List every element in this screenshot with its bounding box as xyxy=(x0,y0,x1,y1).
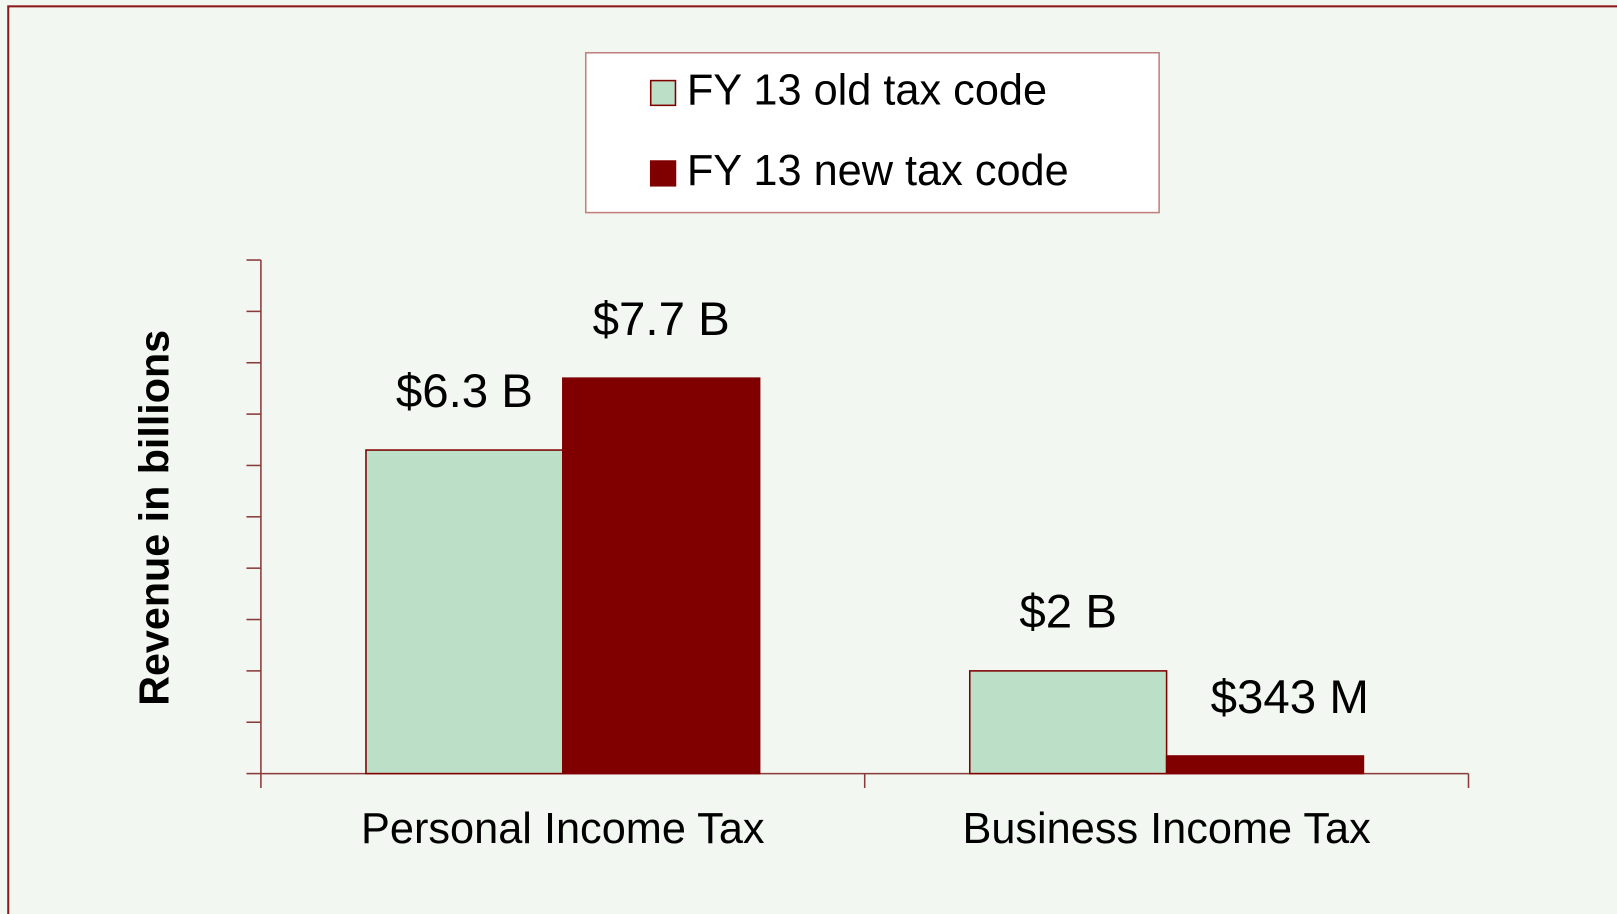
value-label: $6.3 B xyxy=(396,365,533,418)
value-label: $2 B xyxy=(1019,586,1117,639)
bar xyxy=(968,670,1168,775)
legend-label: FY 13 new tax code xyxy=(687,147,1069,195)
bar xyxy=(365,449,564,775)
x-tick-label: Business Income Tax xyxy=(962,805,1371,853)
legend-box xyxy=(584,51,1160,214)
legend-swatch xyxy=(649,79,677,107)
legend-label: FY 13 old tax code xyxy=(687,66,1047,114)
bar xyxy=(1165,755,1365,775)
value-label: $7.7 B xyxy=(593,293,730,346)
x-tick-label: Personal Income Tax xyxy=(361,805,765,853)
bar xyxy=(562,377,761,775)
y-axis-title: Revenue in billions xyxy=(132,330,178,706)
value-label: $343 M xyxy=(1211,671,1369,724)
legend-swatch xyxy=(649,160,677,187)
